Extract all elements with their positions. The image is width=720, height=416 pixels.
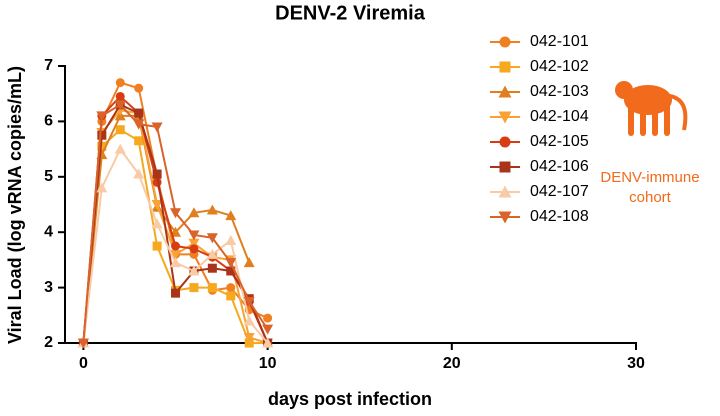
legend-marker <box>499 136 511 148</box>
x-tick-label: 30 <box>627 355 645 372</box>
point <box>134 136 144 146</box>
point <box>188 230 200 241</box>
point <box>171 288 181 298</box>
point <box>151 218 163 229</box>
point <box>243 332 255 343</box>
series-line <box>82 109 268 344</box>
point <box>96 182 108 193</box>
series <box>77 100 274 349</box>
point <box>115 78 125 88</box>
point <box>207 263 217 273</box>
point <box>133 119 145 130</box>
point <box>77 338 89 349</box>
series <box>77 143 274 348</box>
point <box>152 241 162 251</box>
point <box>115 125 125 135</box>
x-axis-label: days post infection <box>268 389 432 409</box>
legend-label: 042-107 <box>530 183 589 200</box>
legend-marker <box>499 161 511 173</box>
legend-marker <box>498 85 512 98</box>
legend-label: 042-105 <box>530 133 589 150</box>
point <box>243 315 255 326</box>
point <box>115 91 125 101</box>
point <box>244 338 254 348</box>
x-tick-label: 10 <box>259 355 277 372</box>
legend-label: 042-101 <box>530 33 589 50</box>
legend-marker <box>498 185 512 198</box>
legend-label: 042-102 <box>530 58 589 75</box>
point <box>170 257 182 268</box>
y-axis-label: Viral Load (log vRNA copies/mL) <box>5 66 25 344</box>
point <box>243 296 255 307</box>
y-tick-label: 3 <box>44 279 53 296</box>
series-line <box>82 114 251 344</box>
point <box>206 233 218 244</box>
y-tick-label: 6 <box>44 113 53 130</box>
point <box>262 337 274 348</box>
annotation: DENV-immune <box>600 169 699 186</box>
legend-marker <box>498 211 512 224</box>
point <box>206 204 218 215</box>
point <box>207 283 217 293</box>
point <box>188 238 200 249</box>
point <box>171 241 181 251</box>
annotation: cohort <box>629 189 672 206</box>
point <box>152 169 162 179</box>
x-tick-label: 0 <box>79 355 88 372</box>
point <box>188 207 200 218</box>
point <box>225 258 237 269</box>
legend-marker <box>498 111 512 124</box>
point <box>170 208 182 219</box>
point <box>134 108 144 118</box>
point <box>189 283 199 293</box>
point <box>226 283 236 293</box>
point <box>170 249 182 260</box>
y-tick-label: 2 <box>44 334 53 351</box>
point <box>133 168 145 179</box>
legend-label: 042-103 <box>530 83 589 100</box>
legend-marker <box>499 36 511 48</box>
point <box>114 143 126 154</box>
point <box>188 265 200 276</box>
chart-title: DENV-2 Viremia <box>275 2 426 24</box>
legend-label: 042-104 <box>530 108 589 125</box>
point <box>96 111 108 122</box>
point <box>151 200 163 210</box>
point <box>134 83 144 93</box>
y-tick-label: 4 <box>44 223 53 240</box>
y-tick-label: 5 <box>44 168 53 185</box>
point <box>225 235 237 246</box>
point <box>226 266 236 276</box>
point <box>114 100 126 111</box>
point <box>225 210 237 221</box>
point <box>262 324 274 335</box>
x-tick-label: 20 <box>443 355 461 372</box>
point <box>151 122 163 133</box>
monkey-icon <box>615 81 688 136</box>
legend-label: 042-106 <box>530 158 589 175</box>
point <box>263 313 273 323</box>
series-line <box>82 103 269 344</box>
point <box>206 248 218 259</box>
legend-label: 042-108 <box>530 208 589 225</box>
legend-marker <box>499 61 511 73</box>
y-tick-label: 7 <box>44 57 53 74</box>
point <box>97 130 107 140</box>
series-line <box>82 103 269 344</box>
point <box>226 291 236 301</box>
point <box>189 244 199 254</box>
point <box>243 257 255 268</box>
